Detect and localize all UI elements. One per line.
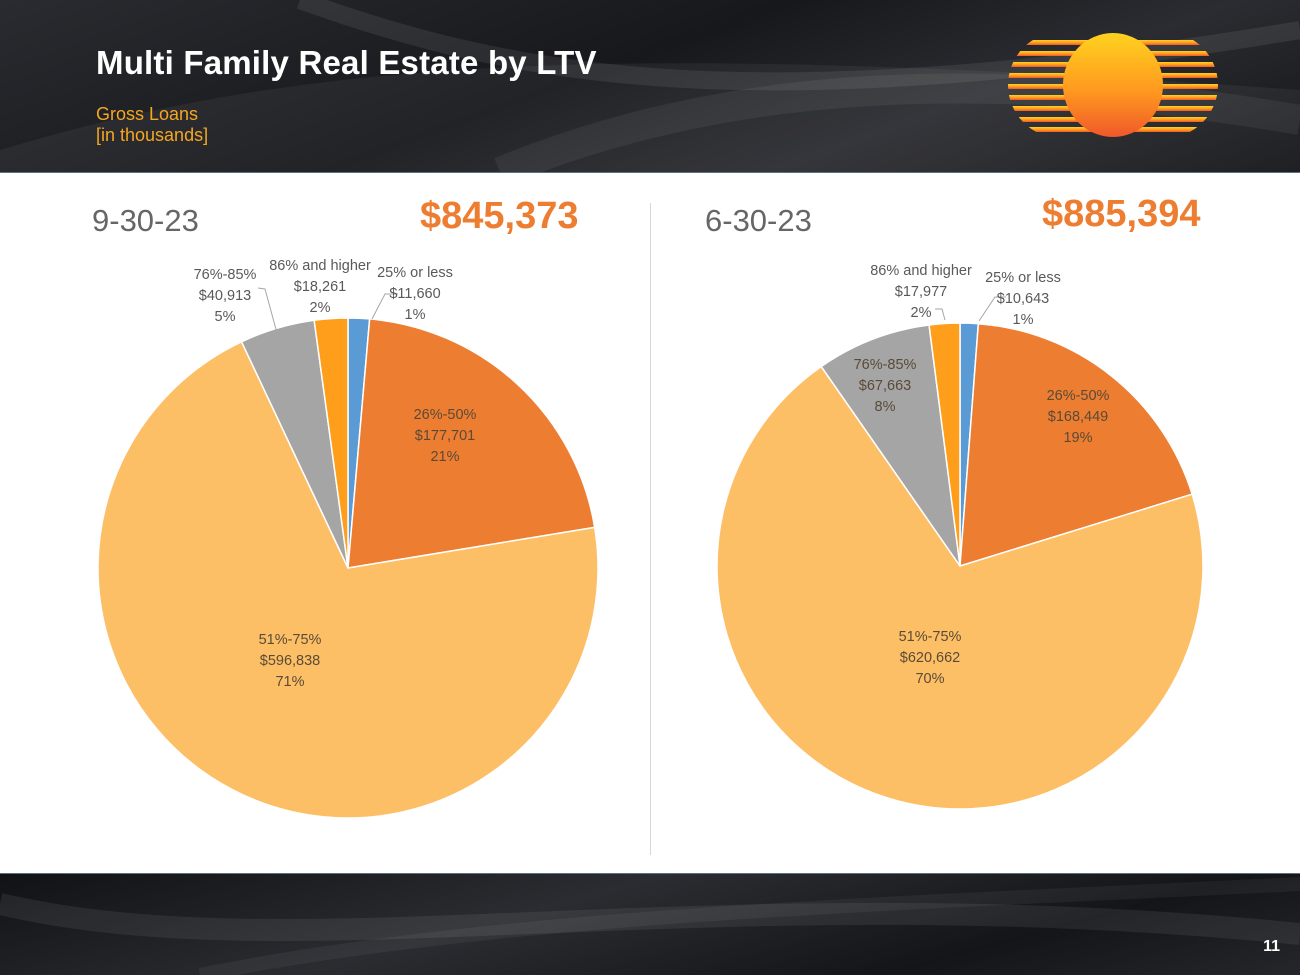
page-number: 11 (1263, 938, 1280, 955)
company-logo (1008, 33, 1218, 137)
footer-background-swoosh (0, 877, 1300, 975)
chart-1-label-51-75: 51%-75% $596,838 71% (259, 632, 322, 690)
chart-2-leader-86plus (935, 308, 946, 321)
chart-1-label-le25: 25% or less $11,660 1% (377, 265, 453, 323)
chart-2-label-86plus: 86% and higher $17,977 2% (870, 263, 972, 321)
chart-2-label-le25: 25% or less $10,643 1% (985, 270, 1061, 328)
pie-charts: 25% or less $11,660 1% 26%-50% $177,701 21% 51… (97, 258, 1204, 819)
chart-panel: 9-30-23 $845,373 6-30-23 $885,394 25% or… (0, 172, 1300, 874)
chart-1-leader-le25 (371, 293, 398, 320)
chart-1-total: $845,373 (420, 195, 579, 237)
chart-2-slice-51-75 (716, 365, 1204, 810)
chart-2-total: $885,394 (1042, 193, 1201, 235)
chart-1-slice-86plus (313, 317, 349, 569)
chart-2-slice-86plus (928, 322, 961, 567)
subtitle-units: [in thousands] (96, 125, 209, 145)
chart-divider (650, 203, 651, 855)
chart-1-slice-26-50 (347, 318, 596, 569)
slide-header: Multi Family Real Estate by LTV Gross Lo… (0, 0, 1300, 172)
chart-2-slice-26-50 (959, 322, 1194, 568)
chart-1-label-76-85: 76%-85% $40,913 5% (194, 267, 257, 325)
chart-1-slice-51-75 (97, 340, 599, 819)
chart-2-label-26-50: 26%-50% $168,449 19% (1047, 388, 1110, 446)
chart-1-date: 9-30-23 (92, 203, 199, 238)
subtitle-gross-loans: Gross Loans (96, 104, 199, 124)
chart-2-date: 6-30-23 (705, 203, 812, 238)
chart-2-label-51-75: 51%-75% $620,662 70% (899, 629, 962, 687)
chart-2-slice-76-85 (820, 324, 961, 567)
slide-footer (0, 874, 1300, 975)
page-title: Multi Family Real Estate by LTV (96, 44, 597, 81)
chart-2-label-76-85: 76%-85% $67,663 8% (854, 357, 917, 415)
chart-1-leader-76-85 (257, 287, 278, 334)
chart-1-label-86plus: 86% and higher $18,261 2% (269, 258, 371, 316)
chart-2-leader-le25 (978, 296, 1006, 322)
chart-1-label-26-50: 26%-50% $177,701 21% (414, 407, 477, 465)
